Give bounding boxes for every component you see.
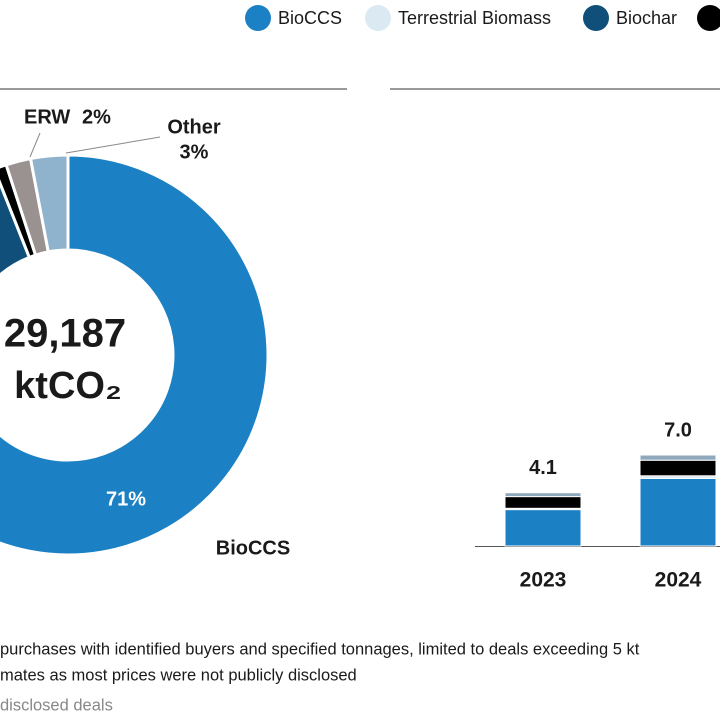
slice-value: 71%: [106, 488, 146, 510]
footnote: disclosed deals: [0, 696, 113, 714]
bar-segment: [639, 459, 717, 477]
slice-label: BioCCS: [216, 537, 290, 559]
slice-label: Other: [167, 116, 221, 138]
legend-label: Biochar: [616, 8, 677, 28]
leader-line: [29, 132, 41, 158]
footnote: purchases with identified buyers and spe…: [0, 640, 640, 658]
bar-segment: [504, 496, 582, 509]
leader-line: [65, 136, 161, 154]
legend-marker: [697, 5, 720, 31]
legend-marker: [583, 5, 609, 31]
bar-total: 7.0: [664, 419, 692, 441]
slice-value: 3%: [180, 141, 209, 163]
donut-slice: [0, 153, 270, 557]
legend-marker: [245, 5, 271, 31]
bar-segment: [639, 477, 717, 547]
donut-slice: [28, 153, 70, 254]
slice-value: 2%: [82, 106, 111, 128]
bar-total: 4.1: [529, 457, 557, 479]
center-unit: ktCO₂: [14, 365, 122, 407]
slice-label: ERW: [24, 106, 70, 128]
x-tick-label: 2023: [520, 569, 567, 592]
donut-slice: [0, 179, 32, 278]
x-tick-label: 2024: [655, 569, 702, 592]
legend-label: BioCCS: [278, 8, 342, 28]
footnote: mates as most prices were not publicly d…: [0, 666, 357, 684]
bar-segment: [639, 454, 717, 461]
legend-label: Terrestrial Biomass: [398, 8, 551, 28]
bar-segment: [504, 492, 582, 498]
legend-marker: [365, 5, 391, 31]
center-value: 29,187: [4, 312, 126, 356]
bar-segment: [504, 509, 582, 547]
